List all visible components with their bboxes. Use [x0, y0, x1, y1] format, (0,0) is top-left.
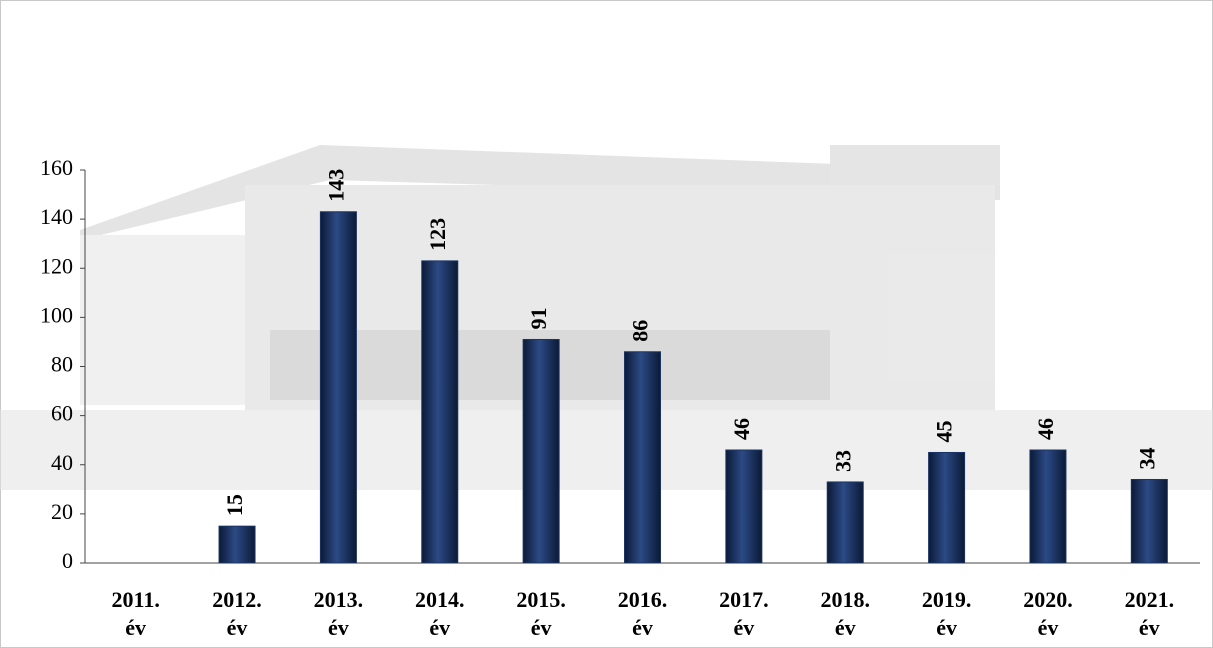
value-label: 86 [628, 320, 653, 342]
x-tick-label: 2013. év [314, 587, 364, 640]
bar [1130, 478, 1168, 564]
x-tick-label: 2020. év [1023, 587, 1073, 640]
x-tick-label: 2016. év [618, 587, 668, 640]
y-tick-label: 160 [40, 155, 73, 180]
y-tick-label: 20 [51, 499, 73, 524]
value-label: 123 [425, 218, 450, 251]
bar [826, 481, 864, 564]
bar [421, 260, 459, 564]
bar [928, 451, 966, 564]
x-tick-label: 2018. év [820, 587, 870, 640]
y-tick-label: 140 [40, 204, 73, 229]
x-tick-label: 2015. év [516, 587, 566, 640]
value-label: 15 [222, 494, 247, 516]
y-tick-label: 80 [51, 352, 73, 377]
x-tick-label: 2011. év [112, 587, 160, 640]
bar [319, 211, 357, 564]
x-tick-label: 2014. év [415, 587, 465, 640]
x-tick-label: 2012. év [212, 587, 262, 640]
y-tick-label: 100 [40, 302, 73, 327]
value-label: 46 [1033, 418, 1058, 440]
value-label: 34 [1134, 447, 1159, 469]
y-tick-label: 0 [62, 548, 73, 573]
bar [624, 351, 661, 564]
value-label: 143 [323, 169, 348, 202]
y-tick-label: 120 [40, 253, 73, 278]
value-label: 45 [932, 420, 957, 442]
value-label: 46 [729, 418, 754, 440]
background-photo [0, 145, 1213, 490]
y-tick-label: 40 [51, 450, 73, 475]
y-tick-label: 60 [51, 401, 73, 426]
x-tick-label: 2019. év [922, 587, 972, 640]
x-tick-label: 2021. év [1125, 587, 1175, 640]
value-label: 91 [526, 307, 551, 329]
value-label: 33 [830, 450, 855, 472]
x-tick-label: 2017. év [719, 587, 769, 640]
bar [725, 449, 763, 564]
bar [522, 338, 560, 564]
bar [1029, 449, 1067, 564]
bar [218, 525, 256, 564]
